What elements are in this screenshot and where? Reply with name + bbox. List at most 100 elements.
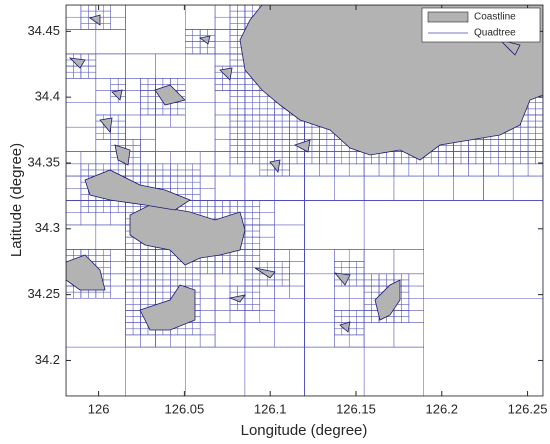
quadtree-cell [125, 304, 134, 311]
quadtree-cell [341, 261, 350, 268]
quadtree-cell [274, 224, 305, 250]
x-tick-label: 126.1 [254, 401, 287, 416]
quadtree-cell [199, 206, 208, 213]
x-tick-label: 126.2 [425, 401, 458, 416]
quadtree-cell [371, 157, 380, 165]
quadtree-cell [66, 298, 126, 348]
quadtree-cell [207, 261, 216, 268]
quadtree-cell [80, 71, 89, 79]
quadtree-cell [505, 145, 514, 152]
ticks: 126 126.05 126.1 126.15 126.2 126.25 34.2 34.25… [27, 5, 547, 416]
quadtree-cell [401, 285, 410, 293]
quadtree-cell [103, 261, 111, 268]
quadtree-cell [244, 163, 261, 177]
quadtree-cell [222, 261, 231, 268]
quadtree-cell [266, 133, 275, 140]
quadtree-cell [132, 249, 141, 256]
quadtree-cell [147, 102, 156, 110]
quadtree-cell [132, 310, 141, 317]
quadtree-cell [483, 163, 499, 177]
quadtree-cell [244, 126, 253, 134]
quadtree-cell [147, 279, 156, 287]
quadtree-cell [423, 200, 543, 299]
quadtree-cell [88, 249, 97, 256]
quadtree-cell [252, 261, 261, 268]
quadtree-cell [177, 102, 186, 110]
quadtree-cell [483, 139, 492, 146]
quadtree-cell [185, 102, 216, 128]
quadtree-cell [185, 35, 193, 42]
quadtree-cell [155, 175, 164, 183]
island [498, 39, 521, 56]
quadtree-cell [229, 310, 246, 323]
quadtree-cell [66, 126, 97, 152]
quadtree-cell [140, 84, 149, 91]
quadtree-cell [192, 279, 201, 287]
quadtree-cell [103, 255, 111, 262]
quadtree-cell [423, 298, 543, 396]
quadtree-cell [214, 175, 246, 201]
quadtree-cell [319, 145, 328, 152]
quadtree-cell [363, 175, 395, 201]
quadtree-cell [289, 151, 298, 158]
quadtree-cell [185, 169, 193, 177]
quadtree-cell [95, 224, 126, 250]
quadtree-cell [162, 175, 171, 183]
quadtree-cell [80, 53, 89, 61]
quadtree-cell [252, 224, 261, 232]
quadtree-cell [281, 163, 290, 171]
quadtree-cell [520, 133, 529, 140]
quadtree-cell [401, 316, 410, 323]
quadtree-cell [222, 200, 231, 207]
quadtree-cell [334, 328, 343, 336]
quadtree-cell [393, 273, 402, 281]
quadtree-cell [259, 108, 268, 116]
quadtree-cell [132, 298, 141, 305]
quadtree-cell [348, 285, 365, 299]
quadtree-cell [155, 261, 164, 268]
quadtree-cell [244, 139, 253, 146]
quadtree-cell [117, 139, 126, 146]
quadtree-cell [214, 261, 223, 268]
quadtree-cell [490, 157, 499, 165]
quadtree-cell [408, 285, 424, 299]
quadtree-cell [125, 322, 134, 330]
quadtree-cell [386, 273, 395, 281]
quadtree-cell [281, 126, 290, 134]
quadtree-cell [252, 157, 261, 165]
legend: Coastline Quadtree [421, 7, 541, 43]
quadtree-cell [266, 261, 275, 268]
quadtree-cell [289, 126, 298, 134]
quadtree-cell [80, 194, 89, 201]
quadtree-cell [132, 139, 141, 146]
quadtree-cell [88, 59, 97, 67]
quadtree-cell [185, 267, 193, 275]
quadtree-cell [177, 169, 186, 177]
quadtree-cell [244, 133, 253, 140]
quadtree-cell [125, 273, 134, 281]
quadtree-cell [199, 298, 216, 311]
quadtree-cell [170, 169, 179, 177]
island [239, 5, 543, 161]
quadtree-cell [259, 120, 268, 128]
quadtree-cell [334, 145, 343, 152]
quadtree-cell [214, 310, 231, 323]
quadtree-cell [80, 200, 89, 207]
quadtree-cell [319, 139, 328, 146]
quadtree-cell [259, 224, 275, 238]
quadtree-cell [140, 255, 149, 262]
quadtree-cell [192, 169, 201, 177]
quadtree-cell [155, 291, 164, 299]
quadtree-cell [162, 249, 171, 256]
quadtree-cell [468, 151, 477, 158]
quadtree-cell [117, 114, 126, 122]
quadtree-cell [252, 212, 261, 220]
quadtree-cell [252, 304, 261, 311]
quadtree-cell [281, 139, 290, 146]
quadtree-cell [177, 108, 186, 116]
quadtree-cell [252, 139, 261, 146]
quadtree-cell [66, 175, 82, 189]
quadtree-cell [214, 84, 223, 91]
quadtree-cell [110, 285, 126, 299]
quadtree-cell [103, 267, 111, 275]
